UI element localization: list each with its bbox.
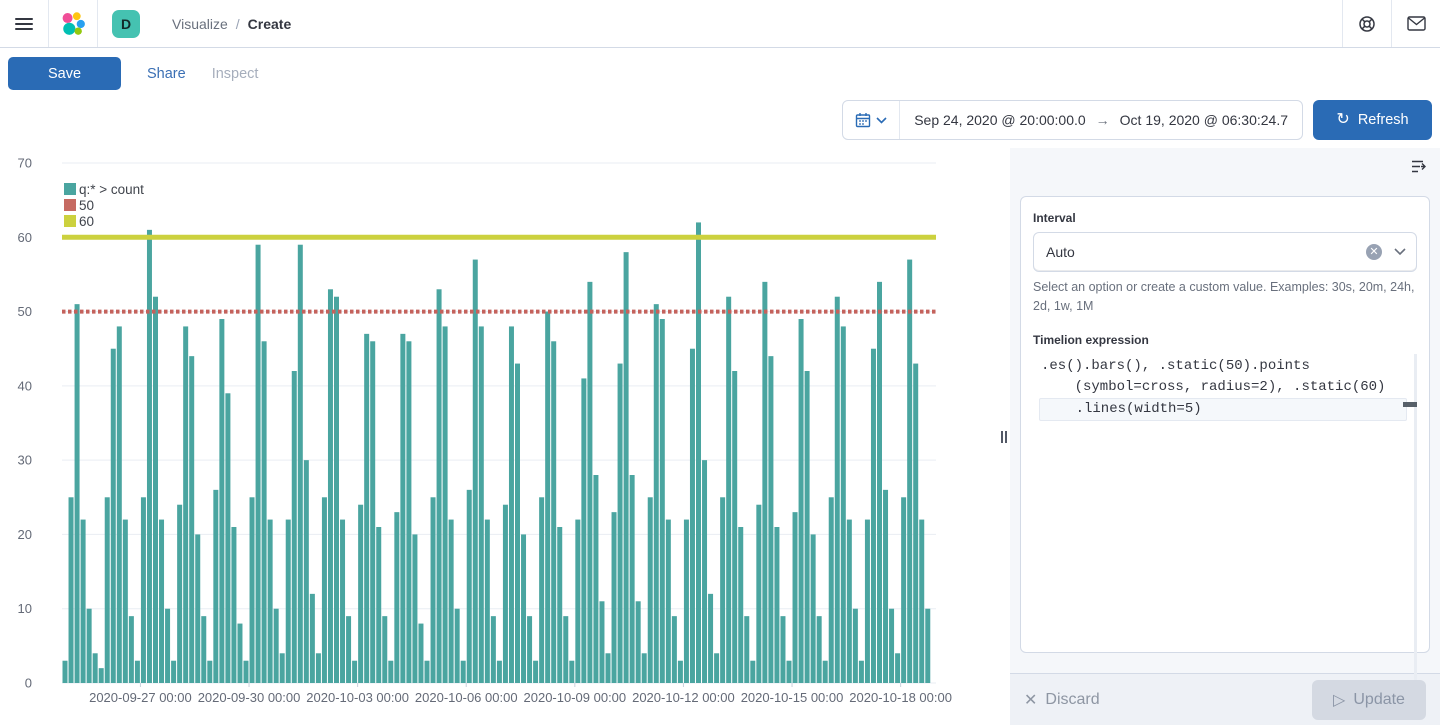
- svg-text:2020-09-30 00:00: 2020-09-30 00:00: [198, 690, 301, 705]
- svg-text:10: 10: [18, 601, 32, 616]
- save-button[interactable]: Save: [8, 57, 121, 90]
- interval-help-text: Select an option or create a custom valu…: [1033, 280, 1415, 314]
- grip-icon: [1001, 430, 1007, 443]
- divider: [48, 0, 49, 47]
- divider: [1391, 0, 1392, 47]
- timelion-chart[interactable]: 0 10 20 30 40 50 60 70 2020-09-27 00:00 2020-09-3…: [0, 148, 998, 725]
- expression-label: Timelion expression: [1033, 332, 1149, 347]
- play-icon: ▷: [1333, 691, 1346, 709]
- code-line[interactable]: (symbol=cross, radius=2), .static(60): [1041, 378, 1386, 395]
- breadcrumb-separator: /: [235, 15, 240, 32]
- home-button[interactable]: [49, 0, 97, 47]
- refresh-icon: ↻: [1336, 111, 1350, 128]
- calendar-icon: [856, 113, 871, 128]
- scrollbar-track[interactable]: [1414, 353, 1417, 680]
- newsfeed-button[interactable]: [1392, 0, 1440, 47]
- svg-text:30: 30: [18, 453, 32, 468]
- top-navigation: D Visualize / Create: [0, 0, 1440, 48]
- breadcrumb-visualize[interactable]: Visualize: [172, 15, 228, 32]
- svg-text:50: 50: [18, 304, 32, 319]
- svg-text:2020-10-03 00:00: 2020-10-03 00:00: [306, 690, 409, 705]
- close-icon: ✕: [1024, 691, 1038, 709]
- help-icon: [1359, 15, 1375, 32]
- svg-text:2020-10-12 00:00: 2020-10-12 00:00: [632, 690, 735, 705]
- legend-label: 50: [79, 197, 95, 213]
- quick-select-button[interactable]: [843, 101, 901, 139]
- refresh-button[interactable]: ↻ Refresh: [1313, 100, 1432, 140]
- mail-icon: [1406, 16, 1426, 31]
- svg-text:70: 70: [18, 156, 32, 171]
- elastic-logo-icon: [62, 11, 85, 35]
- interval-label: Interval: [1033, 211, 1076, 225]
- code-line[interactable]: .lines(width=5): [1039, 397, 1407, 421]
- svg-text:40: 40: [18, 378, 32, 393]
- start-date-button[interactable]: Sep 24, 2020 @ 20:00:00.0: [914, 112, 1086, 128]
- svg-text:2020-10-18 00:00: 2020-10-18 00:00: [849, 690, 952, 705]
- query-bar: Sep 24, 2020 @ 20:00:00.0 → Oct 19, 2020…: [0, 96, 1440, 148]
- divider: [97, 0, 98, 47]
- discard-label: Discard: [1045, 690, 1100, 708]
- svg-text:0: 0: [25, 676, 32, 691]
- timelion-expression-input[interactable]: .es().bars(), .static(50).points (symbol…: [1033, 353, 1417, 680]
- divider: [1342, 0, 1343, 47]
- inspect-button[interactable]: Inspect: [211, 65, 259, 82]
- end-date-button[interactable]: Oct 19, 2020 @ 06:30:24.7: [1119, 112, 1288, 128]
- menu-right-icon[interactable]: [1411, 159, 1428, 174]
- menu-button[interactable]: [0, 0, 48, 47]
- visualize-toolbar: Save Share Inspect: [0, 48, 1440, 96]
- refresh-label: Refresh: [1357, 112, 1409, 128]
- update-label: Update: [1353, 690, 1405, 708]
- svg-text:2020-10-15 00:00: 2020-10-15 00:00: [741, 690, 844, 705]
- svg-text:2020-10-06 00:00: 2020-10-06 00:00: [415, 690, 518, 705]
- interval-value[interactable]: Auto: [1046, 244, 1075, 260]
- scrollbar-thumb[interactable]: [1403, 401, 1417, 407]
- svg-text:20: 20: [18, 527, 32, 542]
- legend-swatch-icon: [64, 183, 76, 195]
- chevron-down-icon[interactable]: [1394, 248, 1406, 256]
- update-button[interactable]: ▷ Update: [1312, 679, 1426, 720]
- svg-text:2020-09-27 00:00: 2020-09-27 00:00: [89, 690, 192, 705]
- space-avatar[interactable]: D: [112, 9, 140, 38]
- super-date-picker: Sep 24, 2020 @ 20:00:00.0 → Oct 19, 2020…: [842, 100, 1303, 140]
- chart-legend: q:* > count 50 60: [64, 181, 144, 229]
- panel-resizer-handle[interactable]: [998, 148, 1010, 725]
- chevron-down-icon: [876, 116, 887, 124]
- share-button[interactable]: Share: [147, 65, 186, 82]
- clear-icon[interactable]: ✕: [1366, 244, 1382, 260]
- breadcrumb: Visualize / Create: [172, 16, 291, 32]
- svg-text:2020-10-09 00:00: 2020-10-09 00:00: [524, 690, 627, 705]
- editor-action-bar: ✕ Discard ▷ Update: [1010, 673, 1440, 725]
- code-line[interactable]: .es().bars(), .static(50).points: [1041, 357, 1310, 374]
- svg-text:60: 60: [18, 230, 32, 245]
- legend-label: q:* > count: [79, 181, 144, 197]
- date-range-arrow: →: [1095, 112, 1110, 128]
- legend-swatch-icon: [64, 199, 76, 211]
- timelion-editor-panel: Interval Auto ✕ Select an option or crea…: [1010, 148, 1440, 725]
- breadcrumb-create: Create: [247, 15, 292, 32]
- discard-button[interactable]: ✕ Discard: [1024, 690, 1100, 710]
- hamburger-icon: [15, 15, 33, 33]
- help-menu-button[interactable]: [1343, 0, 1391, 47]
- legend-item[interactable]: 60: [64, 213, 144, 229]
- legend-swatch-icon: [64, 215, 76, 227]
- legend-item[interactable]: q:* > count: [64, 181, 144, 197]
- legend-label: 60: [79, 213, 95, 229]
- legend-item[interactable]: 50: [64, 197, 144, 213]
- interval-combobox[interactable]: Auto ✕: [1033, 232, 1417, 272]
- expression-form-card: Interval Auto ✕ Select an option or crea…: [1020, 196, 1430, 680]
